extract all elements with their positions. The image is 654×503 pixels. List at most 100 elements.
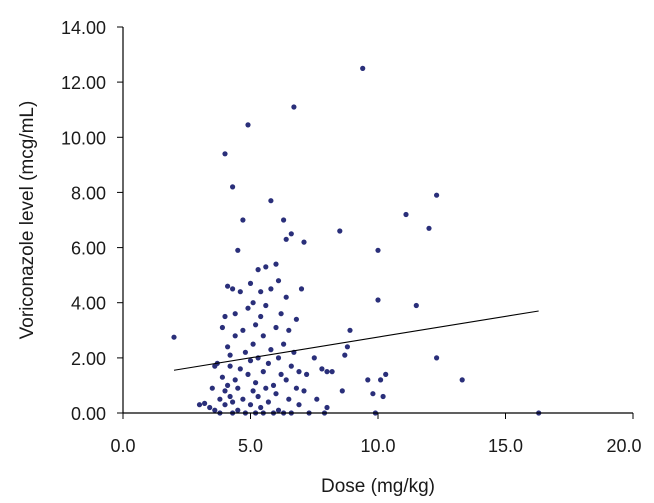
data-point [230,399,236,405]
data-point [403,211,409,218]
y-tick-label: 12.00 [61,73,106,93]
data-point [265,360,271,366]
data-point [230,184,236,190]
data-point [339,388,345,394]
data-point [225,283,231,289]
x-tick-label: 20.0 [606,436,641,456]
data-point [273,391,279,397]
data-point [270,382,277,388]
data-point [222,402,228,408]
data-point [232,311,238,317]
data-point [245,371,251,377]
data-point [291,104,297,110]
data-point [273,261,279,267]
data-point [281,217,287,223]
data-point [375,297,381,303]
data-point [207,404,213,411]
data-point [293,385,299,391]
y-tick-label: 8.00 [71,183,106,203]
data-point [227,352,233,358]
data-point [245,122,251,128]
data-point [237,366,243,372]
data-point [434,355,440,361]
data-point [196,402,203,408]
y-tick-label: 10.00 [61,128,106,148]
data-point [235,407,241,413]
y-axis-title: Voriconazole level (mcg/mL) [17,101,38,340]
data-point [275,278,282,284]
data-point [296,369,302,375]
data-point [281,341,287,347]
y-ticks: 0.00 2.00 4.00 6.00 8.00 10.00 12.00 14.… [61,18,123,424]
data-point [268,198,274,204]
data-point [329,369,335,375]
data-point [459,377,465,383]
data-point [260,333,266,339]
data-point [278,311,284,317]
data-point [380,393,386,400]
data-point [365,377,371,383]
data-point [370,391,376,397]
data-point [311,355,317,361]
data-point [222,388,228,394]
data-point [298,286,305,292]
data-point [296,402,302,408]
x-tick-label: 0.0 [110,436,135,456]
y-tick-label: 0.00 [71,404,106,424]
data-point [237,289,243,295]
x-tick-label: 15.0 [488,436,523,456]
x-axis-title: Dose (mg/kg) [321,476,435,497]
data-point [293,316,299,322]
data-point [255,267,261,273]
data-point [283,294,289,300]
data-point [283,236,289,242]
data-point [232,333,238,339]
data-point [286,396,292,402]
data-point [314,396,320,402]
data-point [275,355,282,361]
data-point [217,396,223,402]
data-point [319,366,325,372]
data-point [263,264,269,270]
data-point [278,371,284,377]
data-point [258,289,264,295]
data-point [288,231,294,237]
data-point [426,225,432,231]
data-point [240,327,246,333]
data-point [253,380,259,386]
data-point [283,377,289,383]
data-point [375,247,381,253]
data-point [227,393,233,400]
data-point [344,344,350,350]
data-point [273,324,279,331]
data-point [225,382,231,388]
data-point [247,280,254,286]
data-point [434,192,440,198]
data-point [258,404,264,411]
data-point [342,352,348,358]
data-point [225,344,231,350]
y-tick-label: 4.00 [71,294,106,314]
data-point [250,388,256,394]
data-point [263,302,269,309]
data-point [232,377,238,383]
data-point [347,327,353,333]
data-point [324,404,330,411]
y-tick-label: 2.00 [71,349,106,369]
data-point [202,400,208,406]
x-ticks: 0.0 5.0 10.0 15.0 20.0 [110,413,642,456]
data-point [268,286,274,292]
data-point [242,349,248,355]
data-point [268,347,274,353]
data-point [250,300,256,306]
data-point [209,385,215,391]
data-point [378,377,384,383]
data-points [171,65,542,416]
data-point [301,388,307,394]
data-point [275,407,282,413]
data-point [337,228,343,234]
data-point [360,65,366,71]
data-point [304,371,310,377]
data-point [258,313,264,320]
